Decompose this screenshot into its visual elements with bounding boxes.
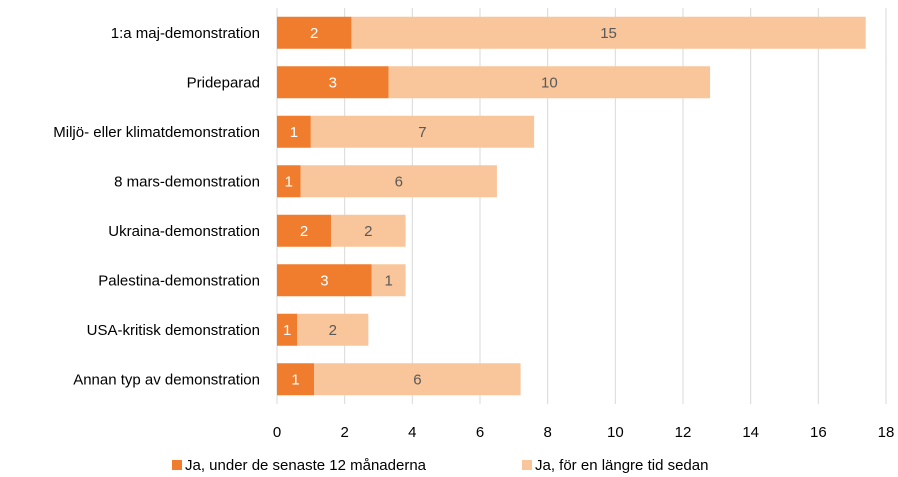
data-label: 6 <box>413 371 421 388</box>
bar-segment <box>277 66 389 99</box>
x-axis-tick-labels: 0 2 4 6 8 10 12 14 16 18 <box>273 424 895 441</box>
bar-segment <box>314 363 521 396</box>
bar-segment <box>310 115 535 148</box>
category-label: 1:a maj-demonstration <box>111 25 260 42</box>
data-label: 1 <box>285 173 293 190</box>
x-tick-label: 4 <box>408 424 416 441</box>
data-label: 2 <box>329 322 337 339</box>
bar-segment <box>277 16 352 49</box>
bar-segment <box>351 16 866 49</box>
data-label: 1 <box>384 272 392 289</box>
data-label: 1 <box>291 371 299 388</box>
data-label: 7 <box>418 124 426 141</box>
bar-segment <box>297 313 369 346</box>
x-tick-label: 8 <box>543 424 551 441</box>
legend-swatch <box>522 460 532 470</box>
data-label: 2 <box>300 223 308 240</box>
data-label: 3 <box>329 74 337 91</box>
data-label: 10 <box>541 74 558 91</box>
category-label: Prideparad <box>187 74 260 91</box>
data-label: 2 <box>310 25 318 42</box>
x-tick-label: 14 <box>742 424 759 441</box>
legend-label: Ja, för en längre tid sedan <box>535 457 708 474</box>
data-label: 6 <box>395 173 403 190</box>
category-label: Palestina-demonstration <box>98 272 260 289</box>
x-tick-label: 6 <box>476 424 484 441</box>
x-tick-label: 10 <box>607 424 624 441</box>
category-label: USA-kritisk demonstration <box>87 322 260 339</box>
data-label: 15 <box>600 25 617 42</box>
bar-segment <box>277 363 315 396</box>
legend-label: Ja, under de senaste 12 månaderna <box>185 457 427 474</box>
bar-segment <box>277 115 311 148</box>
bars: 2 153 101 71 62 23 11 21 6 <box>277 16 866 396</box>
legend-swatch <box>172 460 182 470</box>
x-tick-label: 16 <box>810 424 827 441</box>
x-tick-label: 0 <box>273 424 281 441</box>
x-tick-label: 12 <box>675 424 692 441</box>
data-label: 1 <box>283 322 291 339</box>
bar-segment <box>300 165 497 198</box>
category-label: Miljö- eller klimatdemonstration <box>53 124 260 141</box>
category-label: Ukraina-demonstration <box>108 223 260 240</box>
bar-segment <box>371 264 406 297</box>
bar-segment <box>388 66 711 99</box>
legend: Ja, under de senaste 12 månaderna Ja, för… <box>172 457 708 474</box>
category-label: 8 mars-demonstration <box>114 173 260 190</box>
data-label: 1 <box>290 124 298 141</box>
data-label: 3 <box>320 272 328 289</box>
x-tick-label: 18 <box>878 424 895 441</box>
x-tick-label: 2 <box>340 424 348 441</box>
category-labels: 1:a maj-demonstration Prideparad Miljö- el… <box>53 25 260 389</box>
bar-segment <box>277 165 301 198</box>
category-label: Annan typ av demonstration <box>73 371 260 388</box>
data-label: 2 <box>364 223 372 240</box>
bar-segment <box>277 214 332 247</box>
bar-segment <box>331 214 406 247</box>
bar-segment <box>277 313 298 346</box>
bar-segment <box>277 264 372 297</box>
